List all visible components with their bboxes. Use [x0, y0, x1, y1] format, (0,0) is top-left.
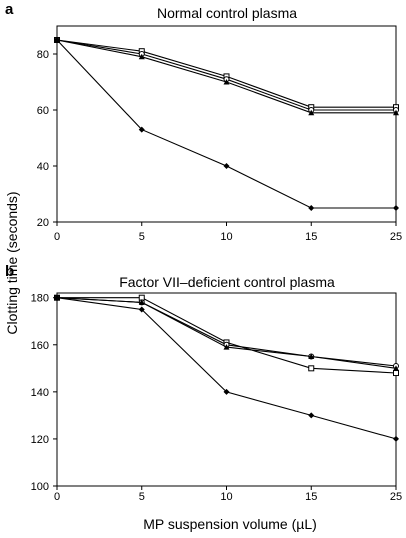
- data-point: [138, 299, 145, 305]
- data-point: [223, 388, 230, 395]
- data-point: [308, 365, 315, 372]
- x-tick-label: 15: [305, 491, 317, 503]
- y-tick-label: 180: [31, 293, 49, 305]
- y-tick-label: 80: [37, 49, 49, 61]
- y-tick-label: 20: [37, 217, 49, 229]
- y-tick-label: 140: [31, 387, 49, 399]
- panel-letter: a: [5, 1, 14, 18]
- x-tick-label: 25: [390, 231, 402, 243]
- data-point: [54, 37, 60, 43]
- series-line: [56, 297, 397, 367]
- x-tick-label: 25: [390, 491, 402, 503]
- panel-letter: b: [5, 263, 14, 280]
- data-point: [54, 294, 60, 301]
- data-point: [393, 109, 399, 116]
- data-point: [138, 126, 145, 133]
- y-tick-label: 100: [31, 481, 49, 493]
- x-tick-label: 10: [220, 231, 232, 243]
- data-point: [138, 53, 145, 60]
- x-tick-label: 10: [220, 491, 232, 503]
- y-tick-label: 160: [31, 340, 49, 352]
- chart-title: Factor VII–deficient control plasma: [119, 274, 335, 290]
- data-point: [308, 353, 315, 360]
- data-point: [393, 205, 399, 211]
- y-tick-label: 120: [31, 434, 49, 446]
- x-tick-label: 5: [139, 491, 145, 503]
- data-point: [138, 306, 145, 313]
- data-point: [308, 109, 315, 116]
- plot-frame: [56, 25, 397, 223]
- panel-a: a Normal control plasma 20 40 60 80 0 5 10 15 25: [5, 1, 402, 243]
- y-tick-label: 60: [37, 105, 49, 117]
- chart-title: Normal control plasma: [157, 5, 297, 21]
- x-tick-label: 15: [305, 231, 317, 243]
- data-point: [223, 344, 230, 350]
- series-line: [56, 297, 397, 440]
- y-axis-label: Clotting time (seconds): [4, 191, 20, 334]
- x-tick-label: 0: [54, 231, 60, 243]
- y-tick-label: 40: [37, 161, 49, 173]
- series-line: [56, 297, 397, 369]
- data-point: [393, 370, 399, 377]
- data-point: [308, 205, 315, 211]
- data-point: [223, 163, 230, 169]
- data-point: [393, 435, 399, 442]
- data-point: [393, 365, 399, 371]
- x-tick-label: 5: [139, 231, 145, 243]
- series-line: [56, 39, 396, 209]
- x-axis-label: MP suspension volume (µL): [143, 516, 317, 532]
- data-point: [308, 412, 315, 419]
- x-tick-label: 0: [54, 491, 60, 503]
- data-point: [223, 79, 230, 85]
